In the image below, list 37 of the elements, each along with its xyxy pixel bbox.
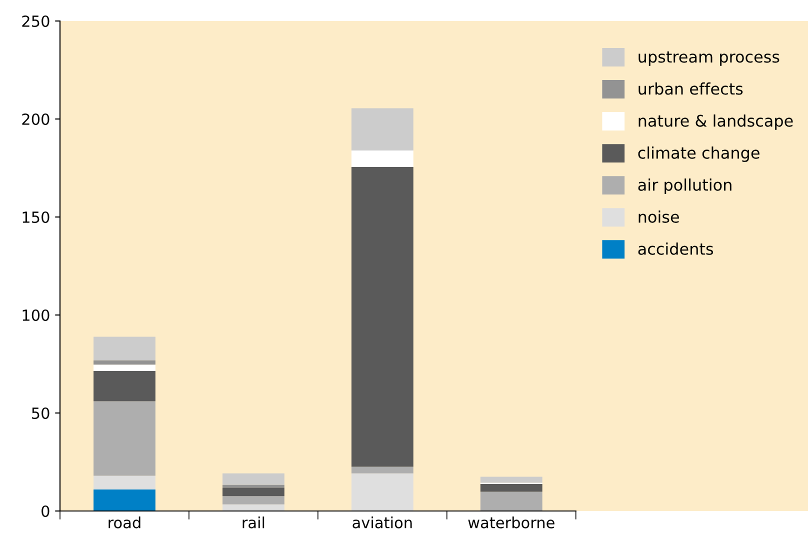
y-tick-label: 0: [42, 505, 50, 518]
bar: [222, 504, 284, 511]
bar: [222, 473, 284, 485]
bar: [480, 476, 542, 483]
bar: [351, 150, 414, 168]
y-tick-label: 50: [32, 407, 50, 420]
bar: [222, 496, 284, 504]
bar: [351, 466, 414, 474]
bar: [351, 108, 414, 151]
bar: [94, 336, 156, 360]
y-tick-label: 200: [22, 113, 50, 126]
x-tick-label: road: [108, 516, 140, 528]
bar: [351, 473, 414, 511]
bar: [94, 401, 156, 476]
legend-label: nature & landscape: [638, 114, 793, 130]
bar: [351, 167, 414, 467]
x-tick-label: aviation: [352, 516, 412, 528]
legend-label: accidents: [638, 242, 714, 255]
bar: [94, 370, 156, 402]
bar: [480, 484, 542, 492]
legend-label: noise: [638, 210, 679, 223]
legend-label: urban effects: [638, 82, 743, 95]
y-tick-label: 250: [22, 15, 50, 28]
bar: [94, 364, 156, 371]
bar: [480, 492, 542, 511]
bar: [94, 489, 156, 511]
legend-label: climate change: [638, 146, 760, 162]
x-tick-label: waterborne: [468, 516, 554, 528]
bar: [94, 360, 156, 365]
bar: [222, 488, 284, 496]
y-tick-label: 100: [22, 309, 50, 322]
legend-label: air pollution: [638, 178, 732, 194]
legend-label: upstream process: [638, 51, 780, 66]
bar: [94, 476, 156, 490]
y-tick-label: 150: [22, 211, 50, 224]
x-tick-label: rail: [242, 516, 264, 528]
bar: [222, 484, 284, 488]
